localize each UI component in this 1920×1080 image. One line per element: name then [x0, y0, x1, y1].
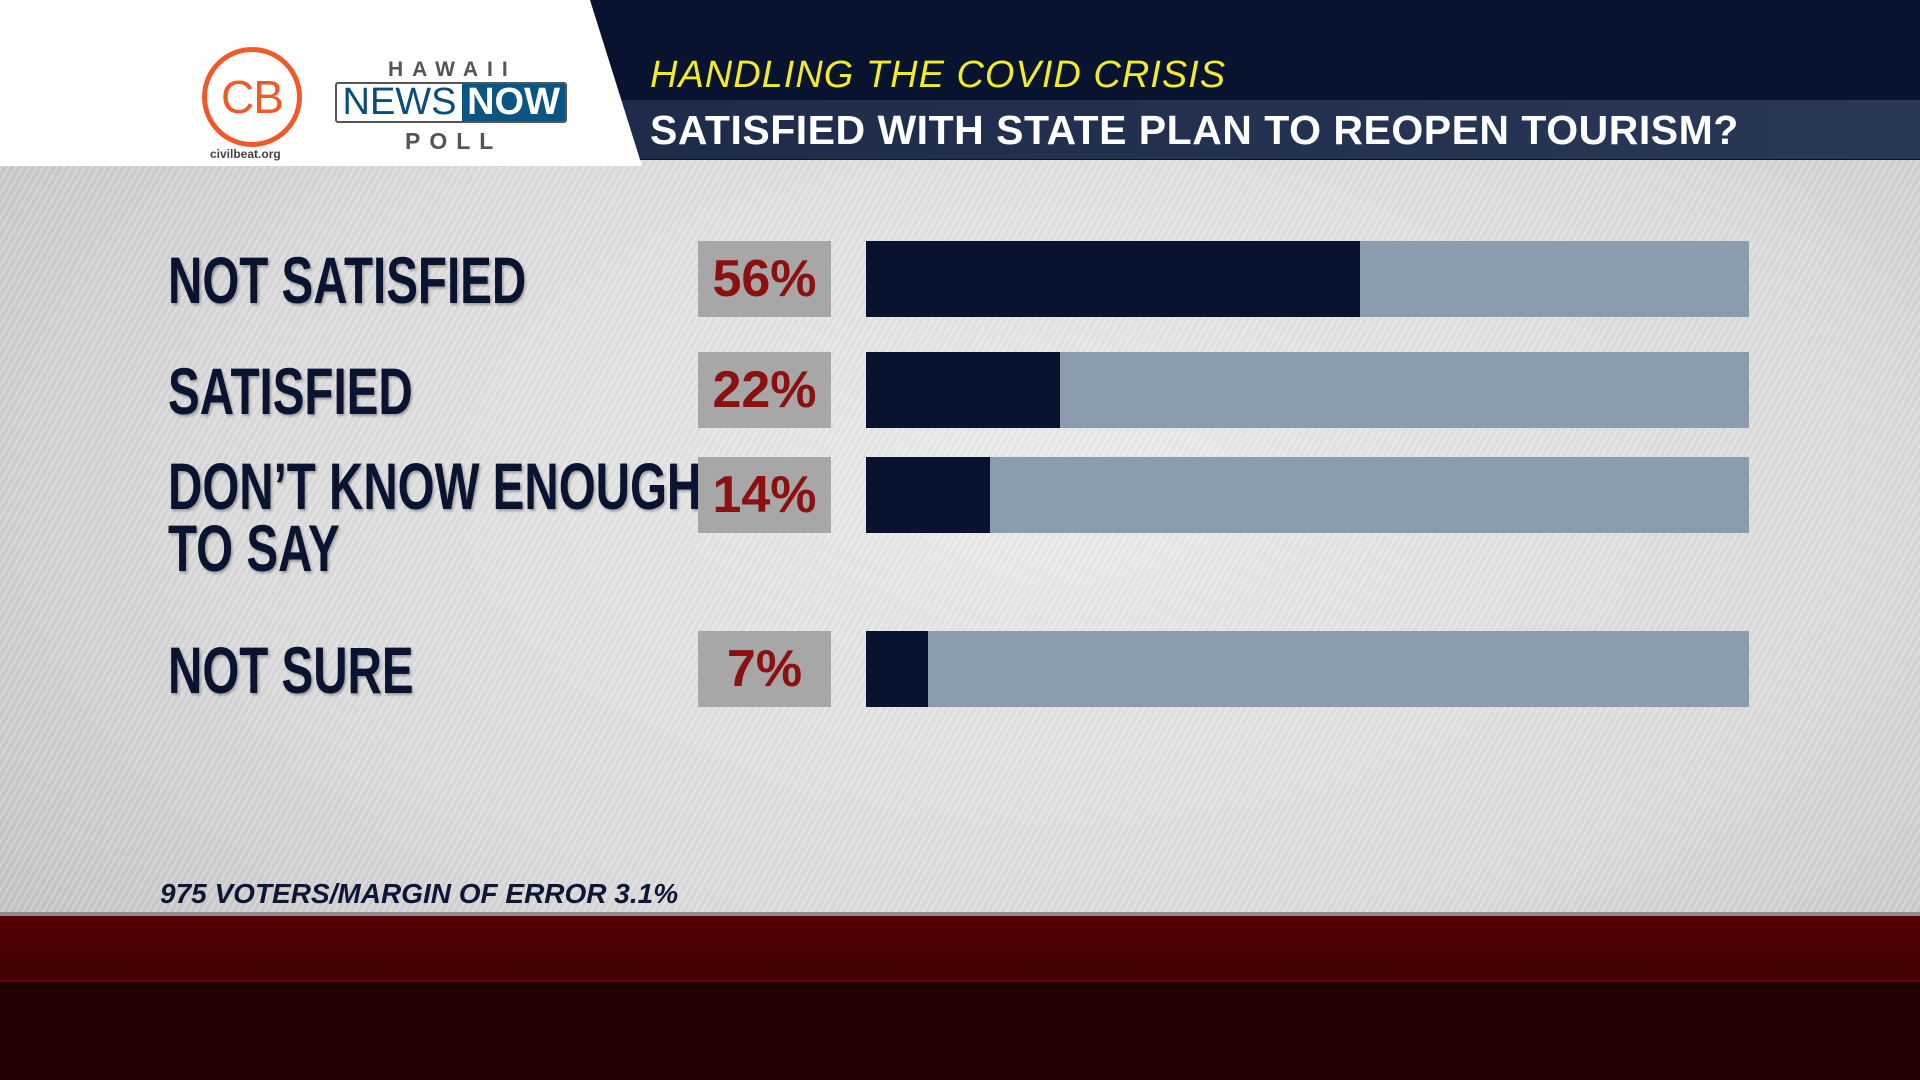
bar-track: [866, 457, 1749, 533]
value-label: 22%: [698, 352, 831, 428]
category-label-line: DON’T KNOW ENOUGH: [168, 449, 702, 523]
poll-note: 975 VOTERS/MARGIN OF ERROR 3.1%: [160, 878, 679, 909]
hnn-news: NEWS: [337, 84, 462, 121]
category-label-line: TO SAY: [168, 511, 340, 585]
value-label: 14%: [698, 457, 831, 533]
logo-panel: CB civilbeat.org HAWAII NEWS NOW POLL: [0, 0, 642, 166]
civil-beat-url: civilbeat.org: [210, 147, 281, 161]
bar-fill: [866, 631, 928, 707]
title-band: [560, 100, 1920, 159]
footer-red-band: [0, 916, 1920, 980]
footer-divider: [0, 912, 1920, 916]
category-label: SATISFIED: [168, 354, 413, 428]
bar-fill: [866, 352, 1061, 428]
hnn-logo-bottom: POLL: [405, 128, 503, 154]
category-label-line: NOT SURE: [168, 633, 414, 707]
bar-fill: [866, 241, 1361, 317]
civil-beat-logo: CB: [202, 47, 302, 147]
category-label: DON’T KNOW ENOUGH TO SAY: [168, 449, 702, 585]
category-label-line: SATISFIED: [168, 354, 413, 428]
header-kicker: HANDLING THE COVID CRISIS: [650, 54, 1227, 96]
chart-title: SATISFIED WITH STATE PLAN TO REOPEN TOUR…: [650, 107, 1739, 153]
bar-track: [866, 631, 1749, 707]
bar-track: [866, 352, 1749, 428]
category-label-line: NOT SATISFIED: [168, 243, 527, 317]
value-label: 56%: [698, 241, 831, 317]
footer-dark-band: [0, 980, 1920, 1080]
value-label: 7%: [698, 631, 831, 707]
hnn-logo-top: HAWAII: [388, 58, 517, 81]
bar-fill: [866, 457, 990, 533]
category-label: NOT SATISFIED: [168, 243, 527, 317]
hawaii-news-now-logo: NEWS NOW: [335, 82, 567, 123]
hnn-now: NOW: [462, 84, 565, 121]
category-label: NOT SURE: [168, 633, 414, 707]
bar-track: [866, 241, 1749, 317]
